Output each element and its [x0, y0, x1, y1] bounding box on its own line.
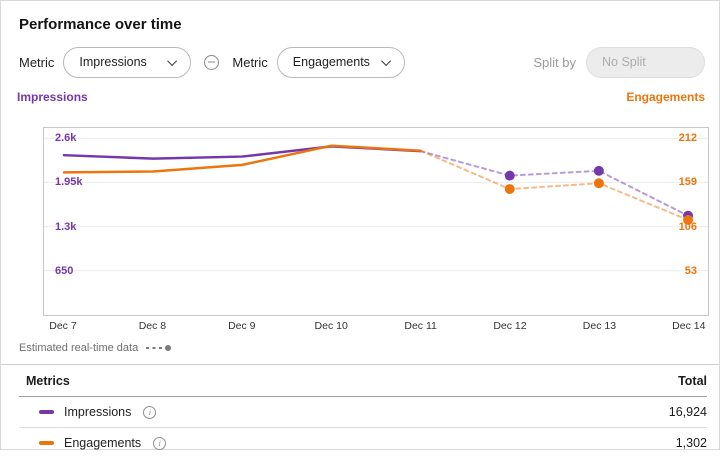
- x-axis-tick: Dec 12: [493, 320, 527, 332]
- split-by-dropdown[interactable]: No Split: [586, 46, 705, 78]
- x-axis-tick: Dec 9: [228, 320, 256, 332]
- metric-name: Impressions: [64, 405, 132, 419]
- chevron-down-icon: [167, 55, 178, 66]
- metric-total: 1,302: [675, 436, 707, 450]
- line-chart-plot-area[interactable]: 2.6k 1.95k 1.3k 650 212 159 106 53: [43, 127, 709, 316]
- x-axis-tick: Dec 11: [404, 320, 437, 332]
- estimated-data-legend: Estimated real-time data: [19, 342, 705, 354]
- table-row: Impressions i 16,924: [1, 397, 719, 427]
- x-axis-tick: Dec 8: [138, 320, 167, 332]
- metric1-dropdown[interactable]: Impressions: [63, 46, 192, 78]
- x-axis-tick: Dec 10: [314, 320, 348, 332]
- engagements-line-swatch: [39, 441, 54, 445]
- metric-name: Engagements: [64, 436, 142, 450]
- x-axis-tick: Dec 14: [672, 320, 706, 332]
- metrics-table: Metrics Total Impressions i 16,924 Engag…: [1, 364, 719, 458]
- metric-controls-row: Metric Impressions Metric Engagements Sp…: [19, 46, 705, 78]
- metrics-table-header: Metrics Total: [1, 365, 719, 396]
- x-axis-labels: Dec 7 Dec 8 Dec 9 Dec 10 Dec 11 Dec 12 D…: [43, 320, 709, 335]
- line-chart-svg: [44, 137, 708, 272]
- axis-series-labels: Impressions Engagements: [17, 90, 705, 104]
- impressions-line-swatch: [39, 410, 54, 414]
- estimated-data-label: Estimated real-time data: [19, 342, 139, 354]
- remove-metric-button[interactable]: [204, 54, 220, 70]
- metric-total: 16,924: [668, 405, 707, 419]
- metric2-label: Metric: [232, 54, 268, 70]
- x-axis-tick: Dec 13: [582, 320, 617, 332]
- total-column-header: Total: [678, 374, 707, 388]
- page-title: Performance over time: [19, 16, 182, 33]
- info-icon[interactable]: i: [143, 405, 157, 419]
- metric1-value: Impressions: [79, 55, 147, 69]
- chevron-down-icon: [380, 55, 391, 66]
- split-by-value: No Split: [602, 55, 646, 69]
- x-axis-tick: Dec 7: [49, 320, 77, 332]
- table-header-divider: [19, 396, 707, 397]
- metric1-label: Metric: [19, 54, 55, 70]
- table-row: Engagements i 1,302: [1, 428, 719, 458]
- left-axis-title: Impressions: [17, 90, 88, 104]
- info-icon[interactable]: i: [153, 436, 167, 450]
- metrics-column-header: Metrics: [26, 374, 70, 388]
- metric2-value: Engagements: [292, 55, 370, 69]
- table-row-divider: [19, 427, 707, 428]
- split-by-label: Split by: [533, 54, 576, 70]
- dashed-line-dot-icon: [146, 345, 172, 351]
- metric2-dropdown[interactable]: Engagements: [276, 46, 405, 78]
- right-axis-title: Engagements: [626, 90, 705, 104]
